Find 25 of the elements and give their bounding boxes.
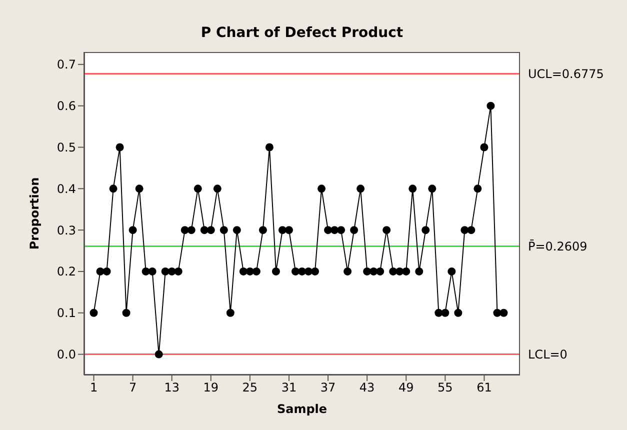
chart-title: P Chart of Defect Product (200, 25, 404, 41)
x-tick-label: 19 (203, 380, 219, 395)
y-tick-label: 0.1 (56, 306, 76, 320)
y-tick-label: 0.2 (56, 264, 76, 279)
x-tick-label: 37 (320, 380, 336, 395)
x-axis-title: Sample (276, 402, 328, 416)
x-tick-label: 13 (164, 380, 180, 395)
y-tick-label: 0.0 (56, 348, 76, 362)
y-tick-label: 0.3 (56, 223, 76, 238)
x-tick-label: 43 (359, 380, 375, 395)
x-tick-label: 7 (128, 380, 137, 395)
y-axis-title: Proportion (27, 177, 42, 250)
ref-line-label: LCL=0 (528, 348, 568, 362)
y-tick-label: 0.5 (56, 140, 76, 155)
x-tick-label: 61 (476, 380, 492, 395)
ref-line-label: UCL=0.6775 (528, 67, 604, 81)
x-tick-label: 31 (281, 380, 297, 395)
y-tick-label: 0.6 (56, 99, 76, 114)
ref-line-label: P̄=0.2609 (528, 239, 588, 254)
x-tick-label: 55 (438, 380, 453, 395)
x-tick-label: 49 (398, 380, 414, 395)
x-tick-label: 1 (90, 380, 98, 395)
x-tick-label: 25 (242, 380, 258, 395)
y-tick-label: 0.7 (56, 58, 76, 72)
y-tick-label: 0.4 (56, 182, 76, 196)
